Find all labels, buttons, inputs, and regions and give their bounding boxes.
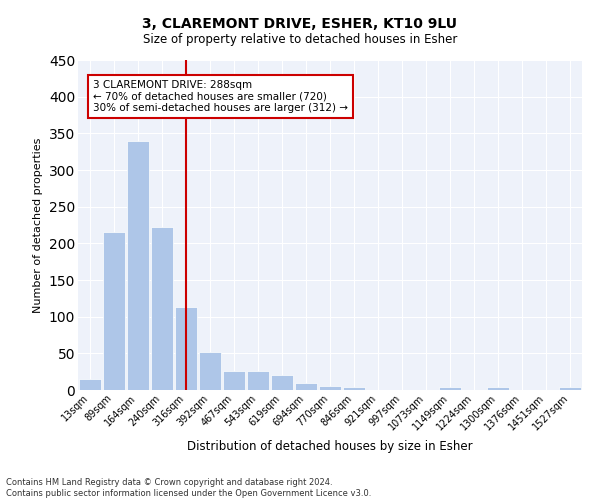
Bar	[247, 371, 269, 390]
Bar	[151, 227, 173, 390]
Bar	[271, 376, 293, 390]
Text: 3, CLAREMONT DRIVE, ESHER, KT10 9LU: 3, CLAREMONT DRIVE, ESHER, KT10 9LU	[143, 18, 458, 32]
Text: Contains HM Land Registry data © Crown copyright and database right 2024.
Contai: Contains HM Land Registry data © Crown c…	[6, 478, 371, 498]
Bar	[103, 232, 125, 390]
Bar	[223, 371, 245, 390]
Bar	[559, 387, 581, 390]
Text: 3 CLAREMONT DRIVE: 288sqm
← 70% of detached houses are smaller (720)
30% of semi: 3 CLAREMONT DRIVE: 288sqm ← 70% of detac…	[93, 80, 348, 113]
Text: Size of property relative to detached houses in Esher: Size of property relative to detached ho…	[143, 32, 457, 46]
Bar	[295, 382, 317, 390]
X-axis label: Distribution of detached houses by size in Esher: Distribution of detached houses by size …	[187, 440, 473, 454]
Y-axis label: Number of detached properties: Number of detached properties	[33, 138, 43, 312]
Bar	[127, 140, 149, 390]
Bar	[439, 387, 461, 390]
Bar	[79, 379, 101, 390]
Bar	[319, 386, 341, 390]
Bar	[343, 387, 365, 390]
Bar	[199, 352, 221, 390]
Bar	[487, 387, 509, 390]
Bar	[175, 307, 197, 390]
